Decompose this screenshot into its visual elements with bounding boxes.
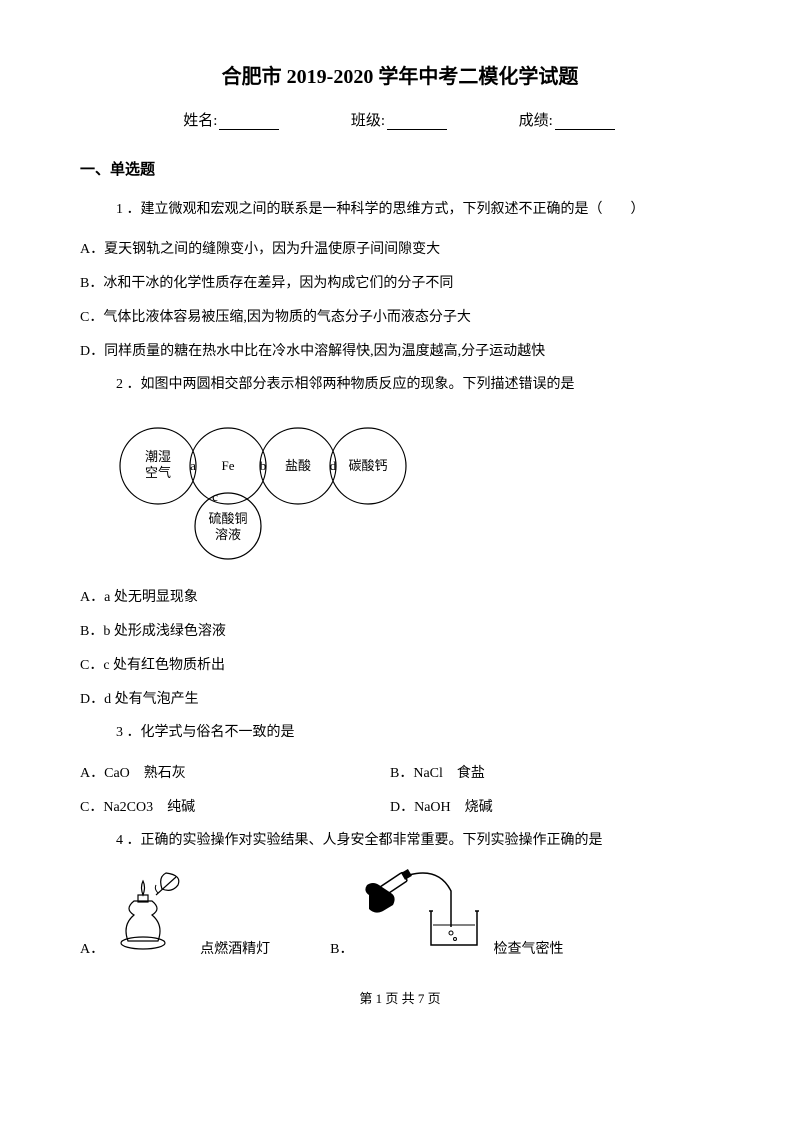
svg-text:Fe: Fe [222, 458, 235, 473]
svg-text:硫酸铜: 硫酸铜 [208, 511, 247, 526]
q4-a-letter: A． [80, 938, 104, 958]
page-title: 合肥市 2019-2020 学年中考二模化学试题 [80, 60, 720, 89]
svg-text:c: c [212, 489, 218, 504]
q2-diagram: 潮湿 空气 Fe 盐酸 碳酸钙 硫酸铜 溶液 a b d c [110, 411, 720, 566]
score-label: 成绩: [519, 113, 553, 129]
q2-stem: 2 ．如图中两圆相交部分表示相邻两种物质反应的现象。下列描述错误的是 [116, 372, 720, 397]
q2-option-a: A．a 处无明显现象 [80, 584, 720, 612]
q4-option-b: B． [330, 867, 563, 958]
q2-option-d: D．d 处有气泡产生 [80, 686, 720, 714]
q3-option-a: A．CaO 熟石灰 [80, 760, 390, 788]
svg-text:a: a [190, 458, 196, 473]
svg-text:碳酸钙: 碳酸钙 [348, 458, 387, 473]
q2-option-c: C．c 处有红色物质析出 [80, 652, 720, 680]
q1-option-b: B．冰和干冰的化学性质存在差异，因为构成它们的分子不同 [80, 270, 720, 298]
svg-text:d: d [330, 458, 337, 473]
svg-text:盐酸: 盐酸 [285, 458, 311, 473]
name-label: 姓名: [183, 113, 217, 129]
alcohol-lamp-icon [108, 867, 194, 958]
q4-option-a: A． 点燃酒精灯 [80, 867, 270, 958]
q3-stem: 3 ．化学式与俗名不一致的是 [116, 720, 720, 745]
q3-option-d: D．NaOH 烧碱 [390, 794, 493, 822]
svg-text:b: b [260, 458, 267, 473]
page-footer: 第 1 页 共 7 页 [80, 988, 720, 1007]
q4-b-caption: 检查气密性 [493, 938, 563, 958]
q1-option-d: D．同样质量的糖在热水中比在冷水中溶解得快,因为温度越高,分子运动越快 [80, 338, 720, 366]
svg-text:空气: 空气 [145, 465, 171, 480]
class-label: 班级: [351, 113, 385, 129]
airtightness-icon [357, 867, 487, 958]
svg-text:潮湿: 潮湿 [145, 449, 171, 464]
q4-b-letter: B． [330, 938, 353, 958]
svg-text:溶液: 溶液 [215, 527, 241, 542]
q4-a-caption: 点燃酒精灯 [200, 938, 270, 958]
section-1-heading: 一、单选题 [80, 158, 720, 179]
student-info-line: 姓名: 班级: 成绩: [80, 109, 720, 130]
name-blank [219, 115, 279, 130]
q1-option-a: A．夏天钢轨之间的缝隙变小，因为升温使原子间间隙变大 [80, 236, 720, 264]
q1-option-c: C．气体比液体容易被压缩,因为物质的气态分子小而液态分子大 [80, 304, 720, 332]
q2-option-b: B．b 处形成浅绿色溶液 [80, 618, 720, 646]
q1-stem: 1 ．建立微观和宏观之间的联系是一种科学的思维方式，下列叙述不正确的是（ ） [116, 197, 720, 222]
q4-stem: 4 ．正确的实验操作对实验结果、人身安全都非常重要。下列实验操作正确的是 [116, 828, 720, 853]
q3-option-b: B．NaCl 食盐 [390, 760, 485, 788]
class-blank [387, 115, 447, 130]
score-blank [555, 115, 615, 130]
q3-option-c: C．Na2CO3 纯碱 [80, 794, 390, 822]
